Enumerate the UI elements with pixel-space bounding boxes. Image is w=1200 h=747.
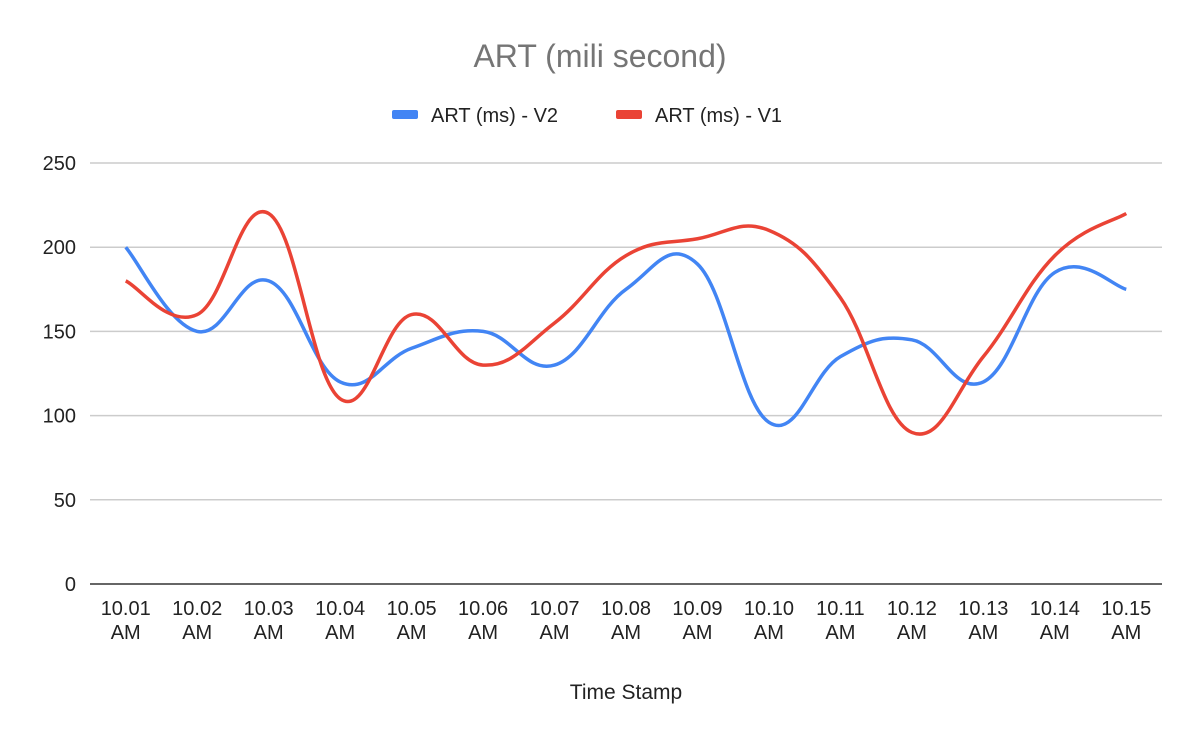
x-tick-label: 10.06 AM bbox=[458, 598, 508, 644]
y-tick-label: 100 bbox=[43, 406, 76, 428]
y-tick-label: 50 bbox=[54, 490, 76, 512]
gridlines bbox=[90, 162, 1162, 501]
x-tick-label: 10.08 AM bbox=[601, 598, 651, 644]
x-tick-label: 10.01 AM bbox=[101, 598, 151, 644]
legend-label: ART (ms) - V1 bbox=[655, 105, 782, 127]
x-tick-label: 10.15 AM bbox=[1101, 598, 1151, 644]
x-tick-label: 10.13 AM bbox=[958, 598, 1008, 644]
x-tick-label: 10.05 AM bbox=[387, 598, 437, 644]
y-tick-label: 250 bbox=[43, 153, 76, 175]
x-tick-label: 10.02 AM bbox=[172, 598, 222, 644]
legend-swatch bbox=[616, 110, 642, 119]
chart-title: ART (mili second) bbox=[473, 38, 726, 74]
x-tick-label: 10.12 AM bbox=[887, 598, 937, 644]
y-tick-label: 0 bbox=[65, 574, 76, 596]
series-line-v2 bbox=[124, 246, 1127, 427]
series-line-v1 bbox=[124, 209, 1128, 436]
y-axis-ticks: 0 50 100 150 200 250 bbox=[43, 153, 76, 596]
x-tick-label: 10.07 AM bbox=[530, 598, 580, 644]
x-tick-label: 10.03 AM bbox=[244, 598, 294, 644]
x-tick-label: 10.10 AM bbox=[744, 598, 794, 644]
legend-item: ART (ms) - V2 bbox=[392, 105, 558, 127]
y-tick-label: 150 bbox=[43, 321, 76, 343]
x-tick-label: 10.04 AM bbox=[315, 598, 365, 644]
x-tick-label: 10.09 AM bbox=[672, 598, 722, 644]
legend-swatch bbox=[392, 110, 418, 119]
x-tick-label: 10.11 AM bbox=[816, 598, 865, 644]
y-tick-label: 200 bbox=[43, 237, 76, 259]
legend-item: ART (ms) - V1 bbox=[616, 105, 782, 127]
series-lines bbox=[124, 209, 1128, 436]
x-axis-ticks: 10.01 AM 10.02 AM 10.03 AM 10.04 AM 10.05 AM 10.06… bbox=[101, 598, 1152, 644]
legend-label: ART (ms) - V2 bbox=[431, 105, 558, 127]
legend: ART (ms) - V2 ART (ms) - V1 bbox=[392, 105, 782, 127]
x-tick-label: 10.14 AM bbox=[1030, 598, 1080, 644]
x-axis-title: Time Stamp bbox=[570, 681, 682, 704]
